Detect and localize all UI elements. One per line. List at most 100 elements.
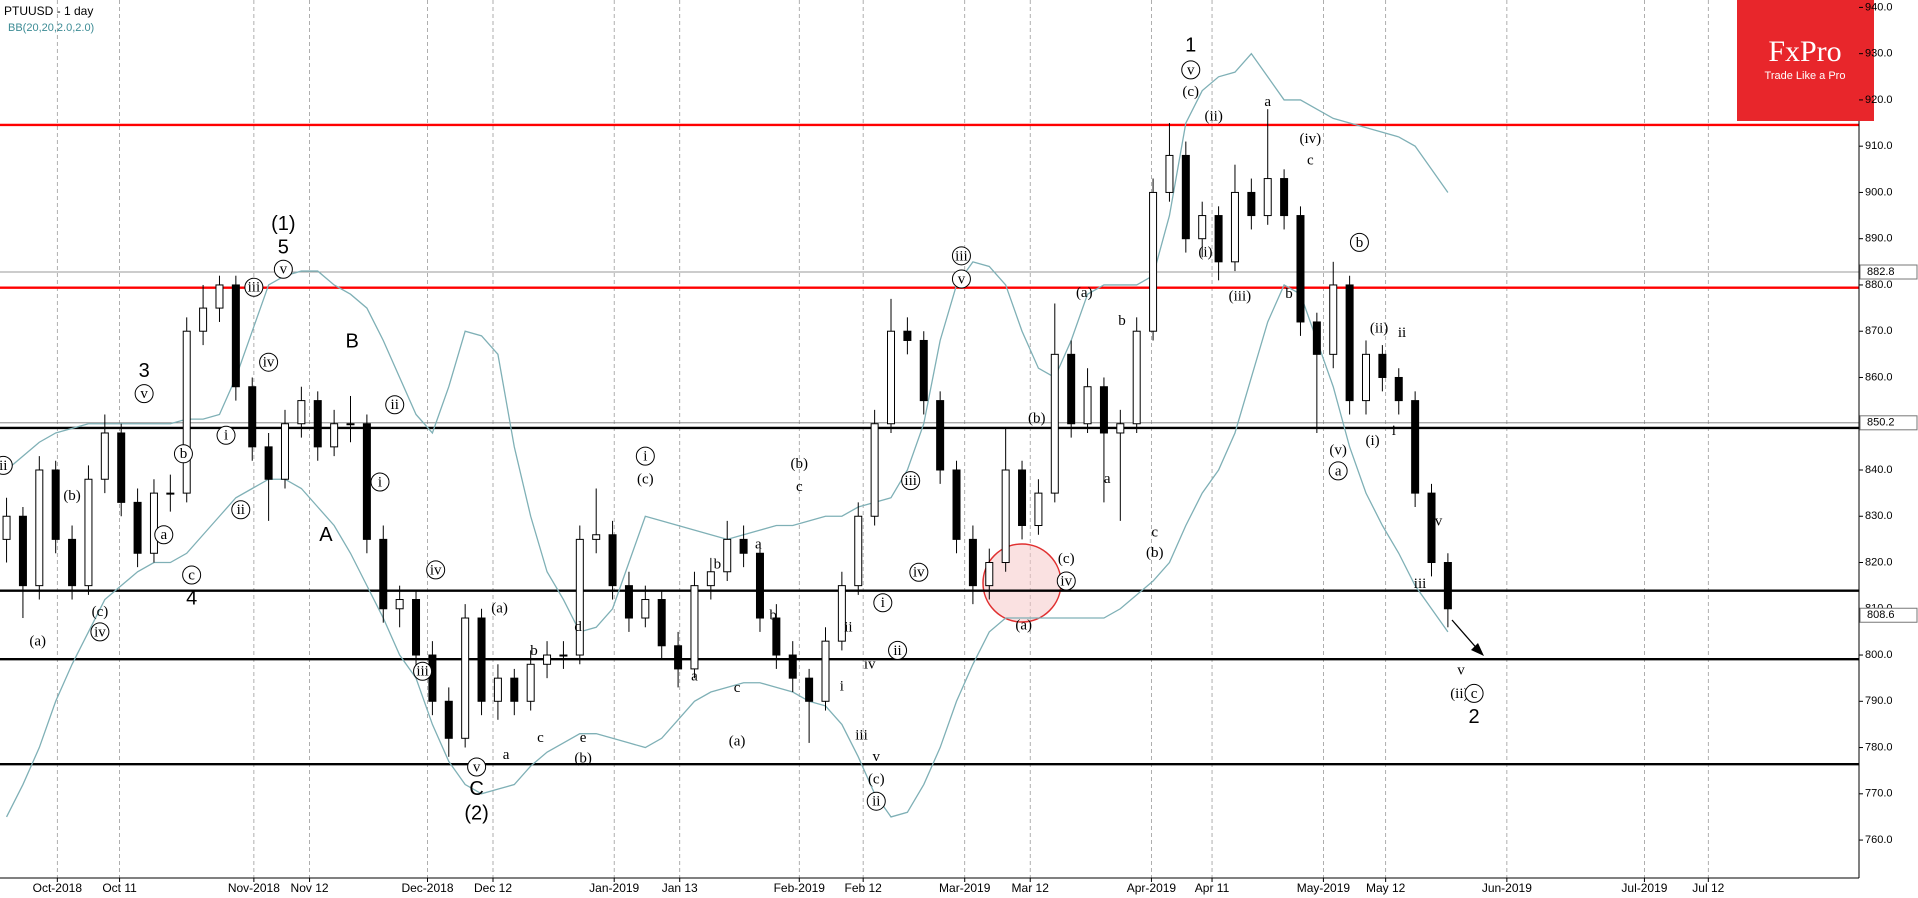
candle-body xyxy=(412,599,421,656)
wave-label: i xyxy=(643,449,647,465)
candle-body xyxy=(297,400,306,425)
candle-body xyxy=(461,617,470,739)
wave-label: C xyxy=(469,778,483,800)
price-marker-label: 808.6 xyxy=(1867,609,1895,621)
wave-circle xyxy=(635,446,655,466)
candle-body xyxy=(1361,353,1370,402)
y-tick-label: 890.0 xyxy=(1865,233,1893,245)
y-tick-label: 770.0 xyxy=(1865,788,1893,800)
candle-body xyxy=(1116,423,1125,434)
wave-label: (a) xyxy=(1076,285,1093,301)
candle-body xyxy=(1443,562,1452,610)
candle-body xyxy=(690,585,699,670)
x-tick-label: Nov 12 xyxy=(291,881,329,895)
wave-label: (b) xyxy=(1146,545,1164,561)
wave-label: a xyxy=(503,747,510,763)
wave-label: A xyxy=(319,524,333,546)
wave-label: ii xyxy=(1398,325,1406,341)
wave-label: iv xyxy=(1431,513,1443,529)
candle-body xyxy=(379,538,388,610)
wave-label: (c) xyxy=(1058,551,1075,567)
candle-body xyxy=(788,654,797,679)
wave-label: b xyxy=(769,608,777,624)
candle-body xyxy=(674,645,683,670)
candle-body xyxy=(805,677,814,702)
candle-body xyxy=(739,538,748,554)
x-tick-label: Feb 12 xyxy=(844,881,882,895)
wave-label: i xyxy=(224,428,228,444)
candle-body xyxy=(1411,400,1420,494)
candle-body xyxy=(362,423,371,540)
y-tick-label: 840.0 xyxy=(1865,464,1893,476)
x-tick-label: Nov-2018 xyxy=(228,881,280,895)
candle-body xyxy=(985,562,994,587)
candle-body xyxy=(1083,386,1092,425)
wave-circle xyxy=(888,640,908,660)
candle-body xyxy=(149,492,158,554)
wave-label: v xyxy=(1457,663,1465,679)
arrow-head xyxy=(1471,643,1484,656)
wave-label: B xyxy=(345,331,358,353)
wave-circle xyxy=(216,425,236,445)
candle-body xyxy=(1296,215,1305,323)
wave-circle xyxy=(0,455,13,475)
wave-label: iii xyxy=(904,473,917,489)
y-tick-label: 800.0 xyxy=(1865,649,1893,661)
y-tick-label: 900.0 xyxy=(1865,186,1893,198)
wave-label: v xyxy=(958,271,966,287)
wave-label: b xyxy=(530,643,538,659)
wave-circle xyxy=(873,593,893,613)
wave-label: a xyxy=(691,669,698,685)
wave-label: i xyxy=(881,595,885,611)
wave-label: 1 xyxy=(1185,35,1196,57)
price-marker xyxy=(1859,415,1918,431)
wave-label: i xyxy=(1392,423,1396,439)
wave-label: 4 xyxy=(186,587,197,609)
candle-body xyxy=(1378,353,1387,378)
candle-body xyxy=(1181,154,1190,240)
plot: ii(a)(b)(c)iv3vbac4iiiiiiiv(1)5vBAiiiivi… xyxy=(0,35,1859,825)
candle-body xyxy=(1034,492,1043,527)
candle-body xyxy=(35,469,44,587)
wave-label: (b) xyxy=(574,751,592,767)
candle-body xyxy=(936,400,945,471)
x-tick-label: Oct 11 xyxy=(102,881,137,895)
candle-body xyxy=(231,284,240,388)
wave-label: v xyxy=(1187,62,1195,78)
x-tick-label: Apr 11 xyxy=(1195,881,1230,895)
wave-circle xyxy=(134,384,154,404)
candle-body xyxy=(18,515,27,587)
wave-label: 2 xyxy=(1469,706,1480,728)
wave-label: 5 xyxy=(278,236,289,258)
y-tick-label: 940.0 xyxy=(1865,1,1893,13)
wave-label: ii xyxy=(391,397,399,413)
candle-body xyxy=(166,492,175,495)
wave-label: a xyxy=(1264,94,1271,110)
candle-body xyxy=(772,617,781,656)
wave-label: (a) xyxy=(1015,617,1032,633)
candle-body xyxy=(280,423,289,480)
wave-label: (i) xyxy=(1365,433,1379,449)
price-marker xyxy=(1859,607,1918,623)
wave-label: c xyxy=(1151,524,1158,540)
wave-circle xyxy=(909,562,929,582)
wave-circle xyxy=(231,500,251,520)
candle-body xyxy=(1214,215,1223,263)
candle-body xyxy=(755,552,764,619)
candle-body xyxy=(68,538,77,587)
wave-label: (a) xyxy=(29,634,46,650)
price-marker xyxy=(1859,264,1918,280)
wave-label: c xyxy=(1471,686,1478,702)
x-tick-label: Jun-2019 xyxy=(1482,881,1532,895)
candle-body xyxy=(919,339,928,402)
wave-label: iv xyxy=(864,657,876,673)
candle-body xyxy=(248,386,257,448)
wave-circle xyxy=(244,277,264,297)
wave-label: ii xyxy=(872,794,880,810)
wave-label: (ii) xyxy=(1205,109,1223,125)
candle-body xyxy=(117,432,126,503)
wave-label: (b) xyxy=(63,488,81,504)
bollinger-band xyxy=(5,284,1449,818)
candle-body xyxy=(870,423,879,517)
